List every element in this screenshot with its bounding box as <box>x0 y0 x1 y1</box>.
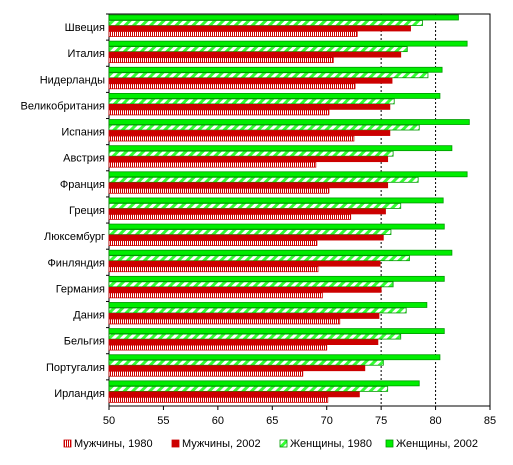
bar <box>108 83 356 90</box>
x-tick-label: 75 <box>375 415 387 427</box>
category-label: Люксембург <box>44 231 105 243</box>
category-label: Германия <box>56 283 105 295</box>
bar <box>108 229 392 235</box>
bar <box>108 396 329 403</box>
bar <box>108 281 394 288</box>
bar <box>108 156 389 163</box>
bar <box>108 197 444 204</box>
bar <box>108 46 408 53</box>
category-label: Италия <box>68 48 106 60</box>
bar <box>108 25 411 32</box>
legend-swatch <box>279 439 288 448</box>
bar <box>108 135 355 142</box>
x-tick-label: 85 <box>484 415 496 427</box>
bar <box>108 365 366 372</box>
bar <box>108 286 382 293</box>
bar <box>108 51 402 58</box>
bar <box>108 93 441 99</box>
bar <box>108 313 380 319</box>
category-label: Нидерланды <box>40 74 105 86</box>
category-label: Ирландия <box>54 388 105 400</box>
bar <box>108 249 453 256</box>
bar <box>108 328 445 335</box>
bar <box>108 72 429 79</box>
bar <box>108 161 317 168</box>
bar <box>108 370 304 377</box>
legend-label: Мужчины, 1980 <box>74 438 153 450</box>
legend-swatch <box>63 439 72 448</box>
bar <box>108 208 386 215</box>
x-tick-label: 65 <box>266 415 278 427</box>
category-label: Португалия <box>46 362 105 374</box>
bar <box>108 240 318 246</box>
x-tick-label: 70 <box>321 415 333 427</box>
bar <box>108 339 379 346</box>
bar <box>108 98 395 105</box>
bar <box>108 66 443 73</box>
bar <box>108 391 360 398</box>
category-label: Великобритания <box>21 100 106 112</box>
bar <box>108 104 391 110</box>
category-label: Испания <box>61 127 105 139</box>
x-tick-label: 80 <box>429 415 441 427</box>
bar <box>108 307 407 314</box>
category-label: Швеция <box>65 22 105 34</box>
bar <box>108 130 391 136</box>
bar <box>108 171 468 178</box>
category-label: Франция <box>60 179 105 191</box>
bar <box>108 255 410 262</box>
bar <box>108 359 384 366</box>
bar <box>108 260 381 267</box>
legend-label: Женщины, 1980 <box>290 438 372 450</box>
bar <box>108 150 394 157</box>
legend-swatch <box>171 439 180 448</box>
bar <box>108 214 352 220</box>
bar <box>108 333 402 340</box>
category-label: Греция <box>69 205 105 217</box>
bar <box>108 292 323 299</box>
legend-swatch <box>385 439 394 448</box>
bar <box>108 14 459 21</box>
bar <box>108 223 445 230</box>
x-tick-label: 55 <box>157 415 169 427</box>
x-tick-label: 50 <box>103 415 115 427</box>
bar <box>108 176 419 183</box>
category-label: Дания <box>73 310 105 322</box>
bar <box>108 40 468 47</box>
bar <box>108 31 358 37</box>
bar <box>108 344 328 351</box>
bar <box>108 385 389 392</box>
legend-label: Мужчины, 2002 <box>182 438 261 450</box>
bar <box>108 77 393 84</box>
bar <box>108 302 428 308</box>
bar <box>108 318 341 325</box>
bar <box>108 20 423 26</box>
category-label: Финляндия <box>47 257 105 269</box>
bar <box>108 182 389 189</box>
x-tick-label: 60 <box>212 415 224 427</box>
bar <box>108 119 470 125</box>
category-label: Бельгия <box>64 336 105 348</box>
bar <box>108 109 330 116</box>
bar <box>108 124 420 131</box>
bar <box>108 203 402 209</box>
bar <box>108 380 420 387</box>
bar <box>108 275 445 282</box>
bar <box>108 266 319 273</box>
bar <box>108 354 441 361</box>
bar <box>108 145 453 152</box>
bar <box>108 57 334 64</box>
legend-label: Женщины, 2002 <box>396 438 478 450</box>
bar <box>108 187 330 194</box>
legend: Мужчины, 1980 Мужчины, 2002 Женщины, 1980 Ж… <box>63 438 478 450</box>
category-label: Австрия <box>63 153 105 165</box>
bar <box>108 234 384 241</box>
